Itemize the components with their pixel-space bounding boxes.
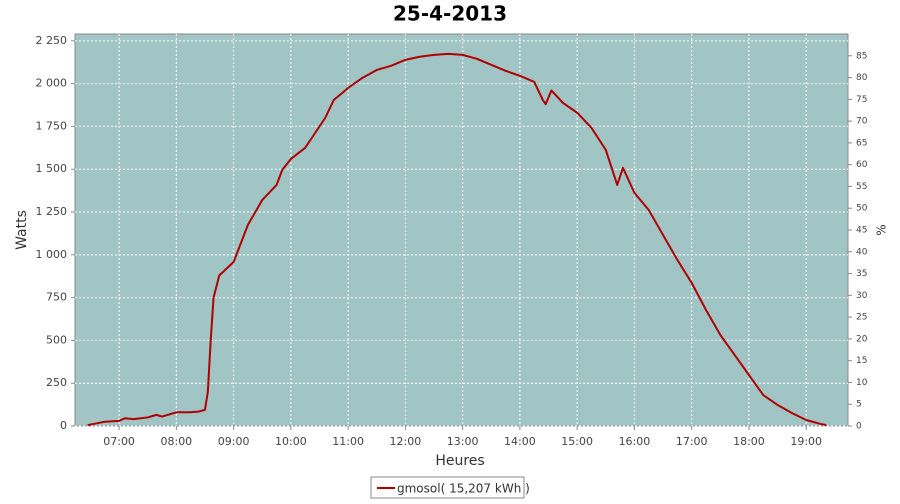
x-tick-label: 09:00 bbox=[218, 435, 250, 448]
x-tick-label: 08:00 bbox=[160, 435, 192, 448]
y2-tick-label: 80 bbox=[856, 73, 868, 83]
legend-box bbox=[370, 476, 525, 499]
data-line bbox=[87, 52, 827, 427]
x-tick-label: 14:00 bbox=[504, 435, 536, 448]
y2-tick-label: 85 bbox=[856, 51, 867, 61]
x-axis-label: Heures bbox=[435, 453, 484, 469]
y2-tick-label: 5 bbox=[856, 400, 862, 410]
y-tick-label: 0 bbox=[60, 419, 67, 432]
x-tick-label: 13:00 bbox=[447, 435, 479, 448]
x-tick-label: 17:00 bbox=[676, 435, 708, 448]
y-tick-label: 2 000 bbox=[36, 77, 68, 90]
y2-tick-label: 20 bbox=[856, 334, 868, 344]
x-tick-label: 18:00 bbox=[733, 435, 765, 448]
y2-tick-label: 60 bbox=[856, 160, 868, 170]
chart-title: 25-4-2013 bbox=[393, 2, 507, 26]
y2-tick-label: 40 bbox=[856, 247, 868, 257]
legend-label: gmosol( 15,207 kWh ) bbox=[397, 482, 530, 496]
y2-tick-label: 0 bbox=[856, 422, 862, 432]
y-tick-label: 250 bbox=[46, 376, 67, 389]
y-tick-label: 1 750 bbox=[36, 119, 68, 132]
y2-tick-label: 55 bbox=[856, 182, 867, 192]
y2-tick-label: 25 bbox=[856, 313, 867, 323]
y2-tick-label: 30 bbox=[856, 291, 868, 301]
x-tick-label: 10:00 bbox=[275, 435, 307, 448]
plot-area bbox=[74, 33, 849, 427]
y-tick-label: 750 bbox=[46, 291, 67, 304]
y-axis-label: Watts bbox=[14, 210, 30, 250]
y2-tick-label: 15 bbox=[856, 356, 867, 366]
y2-tick-label: 45 bbox=[856, 226, 867, 236]
x-tick-label: 16:00 bbox=[619, 435, 651, 448]
y2-tick-label: 50 bbox=[856, 204, 868, 214]
x-tick-label: 15:00 bbox=[561, 435, 593, 448]
y-tick-label: 1 000 bbox=[36, 248, 68, 261]
x-tick-label: 07:00 bbox=[103, 435, 135, 448]
y2-tick-label: 75 bbox=[856, 95, 867, 105]
y-tick-label: 1 500 bbox=[36, 162, 68, 175]
y2-tick-label: 10 bbox=[856, 378, 868, 388]
y2-tick-label: 35 bbox=[856, 269, 867, 279]
y-tick-label: 1 250 bbox=[36, 205, 68, 218]
y2-tick-label: 70 bbox=[856, 117, 868, 127]
y-tick-label: 2 250 bbox=[36, 34, 68, 47]
y-tick-label: 500 bbox=[46, 333, 67, 346]
y2-tick-label: 65 bbox=[856, 138, 867, 148]
x-tick-label: 12:00 bbox=[390, 435, 422, 448]
x-tick-label: 19:00 bbox=[790, 435, 822, 448]
y2-axis-label: % bbox=[875, 224, 889, 235]
x-tick-label: 11:00 bbox=[332, 435, 364, 448]
